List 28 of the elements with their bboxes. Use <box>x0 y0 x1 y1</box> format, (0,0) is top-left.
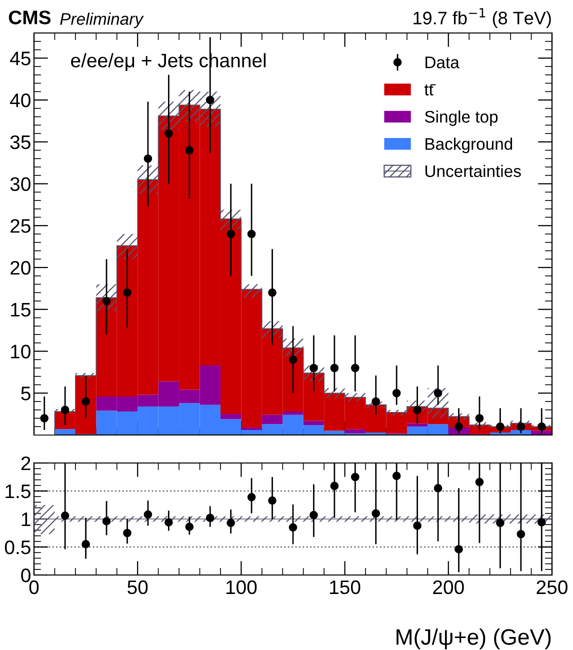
y-tick-label: 20 <box>10 260 30 275</box>
legend-label: Background <box>426 138 512 154</box>
x-tick-label: 200 <box>433 580 464 594</box>
y-tick-label: 35 <box>10 135 30 150</box>
x-tick-label: 100 <box>226 580 257 594</box>
y-tick-label: 40 <box>10 93 30 108</box>
text: 19.7 fb$^{−1}$ (8 TeV) <box>414 8 551 28</box>
legend-label: Data <box>426 56 460 68</box>
chart-subtitle: Preliminary <box>60 12 144 28</box>
y-tick-label: 0 <box>21 568 30 582</box>
y-tick-label: 1.5 <box>6 484 30 498</box>
y-tick-label: 45 <box>10 52 30 66</box>
legend-label: tt̄ <box>424 84 436 96</box>
y-tick-label: 15 <box>11 303 30 317</box>
y-tick-label: 1 <box>22 512 30 526</box>
legend-label: Single top <box>424 110 498 126</box>
y-tick-label: 25 <box>10 219 30 233</box>
y-tick-label: 10 <box>11 344 30 358</box>
y-tick-label: 2 <box>21 456 30 470</box>
x-tick-label: 250 <box>536 580 568 594</box>
chart-title: CMS <box>8 10 51 24</box>
legend-label: Uncertainties <box>425 164 521 178</box>
x-axis-title: M(J/ψ+e) (GeV) <box>396 628 551 650</box>
y-tick-label: 30 <box>10 177 30 191</box>
y-tick-label: 0.5 <box>4 540 30 554</box>
x-tick-label: 50 <box>128 580 148 594</box>
y-tick-label: 5 <box>21 386 30 400</box>
x-tick-label: 150 <box>330 580 360 594</box>
